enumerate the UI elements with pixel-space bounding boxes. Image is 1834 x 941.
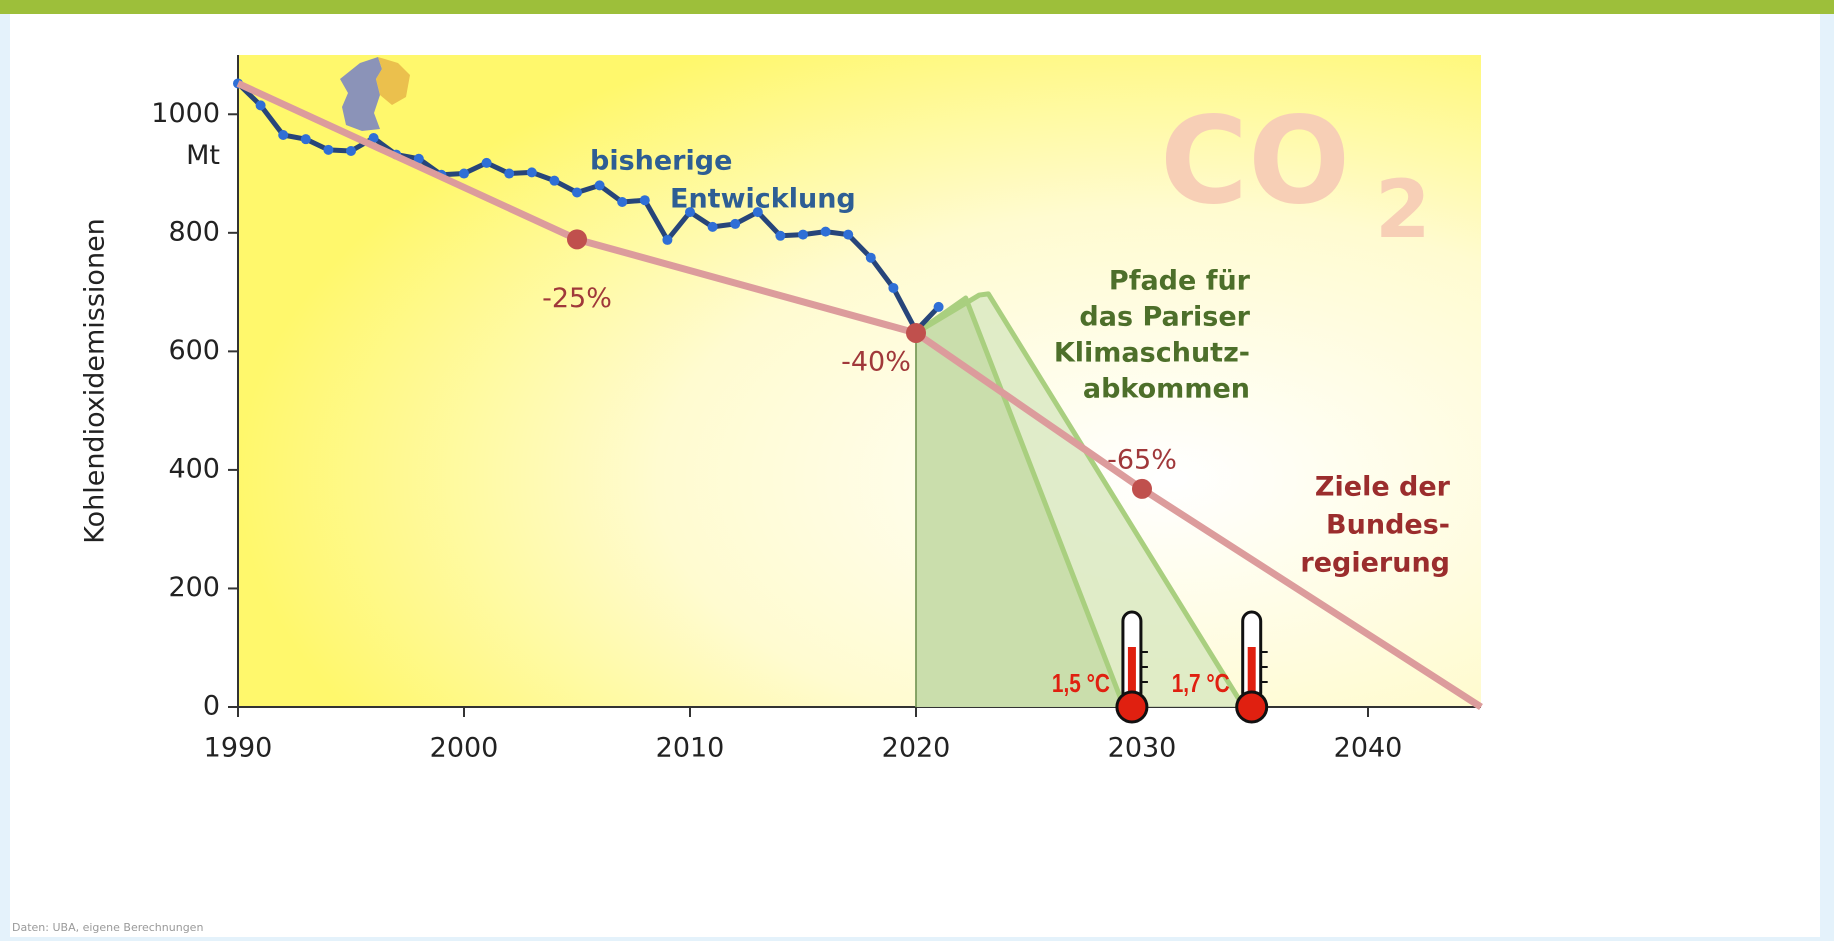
series-marker	[323, 144, 334, 155]
y-tick-label: 1000	[151, 98, 220, 129]
series-label: Ziele der	[1315, 472, 1451, 503]
series-marker	[255, 100, 266, 111]
watermark-sub: 2	[1375, 163, 1431, 256]
x-tick-label: 2010	[656, 733, 725, 764]
path-line	[914, 291, 1246, 709]
germany-icon	[340, 57, 410, 131]
reduction-label: -40%	[841, 346, 911, 377]
path-label: 1,7 °C	[1172, 669, 1230, 698]
plot-area	[238, 55, 1481, 707]
reduction-label: -25%	[542, 283, 612, 314]
path-group-label: Pfade für	[1109, 266, 1251, 297]
path-group-label: Klimaschutz-	[1054, 338, 1250, 369]
series-label: bisherige	[590, 146, 732, 177]
y-tick-label: 800	[168, 216, 220, 247]
series-marker	[730, 218, 741, 229]
series-marker	[278, 130, 289, 141]
series-marker	[775, 230, 786, 241]
x-tick-label: 2040	[1334, 733, 1403, 764]
x-tick-label: 2020	[882, 733, 951, 764]
x-tick-label: 1990	[204, 733, 273, 764]
reduction-label: -65%	[1107, 444, 1177, 475]
series-marker	[662, 234, 673, 245]
source: Daten: UBA, eigene Berechnungen	[12, 921, 203, 934]
series-marker	[888, 282, 899, 293]
y-axis-label: Kohlendioxidemissionen	[80, 218, 111, 544]
thermometer-fill	[1127, 647, 1136, 707]
series-marker	[1132, 478, 1152, 499]
thermometer	[1115, 610, 1149, 724]
thermometer-bulb	[1235, 690, 1269, 724]
x-tick-label: 2000	[430, 733, 499, 764]
watermark: CO	[1160, 93, 1350, 232]
series-marker	[798, 229, 808, 240]
series-label: Entwicklung	[670, 184, 856, 215]
series-marker	[820, 226, 831, 237]
y-tick-label: 400	[168, 453, 220, 484]
series-marker	[504, 168, 515, 179]
series-marker	[459, 168, 469, 179]
path-group-label: das Pariser	[1079, 302, 1250, 333]
x-tick-label: 2030	[1108, 733, 1177, 764]
path-group-label: abkommen	[1083, 374, 1250, 405]
series-marker	[906, 322, 926, 343]
thermometer-bulb	[1115, 690, 1149, 724]
series-marker	[368, 132, 379, 143]
series-marker	[572, 187, 582, 198]
unit-label: Mt	[186, 140, 220, 171]
series-marker	[413, 153, 424, 164]
series-marker	[526, 167, 537, 178]
y-tick-label: 0	[203, 691, 220, 722]
top-bar	[0, 0, 1834, 14]
thermometer	[1235, 610, 1269, 724]
y-tick-label: 200	[168, 572, 220, 603]
series-label: regierung	[1300, 548, 1450, 579]
series-marker	[346, 146, 356, 157]
series-marker	[707, 221, 718, 232]
series-marker	[639, 195, 650, 206]
series-marker	[685, 207, 695, 218]
series-marker	[481, 157, 492, 168]
series-marker	[865, 252, 876, 263]
series-marker	[300, 134, 311, 145]
series-label: Bundes-	[1326, 510, 1450, 541]
series-marker	[549, 175, 560, 186]
path-label: 1,5 °C	[1052, 669, 1110, 698]
series-marker	[752, 207, 763, 218]
y-tick-label: 600	[168, 335, 220, 366]
series-marker	[617, 196, 628, 207]
path-area	[916, 298, 1124, 707]
series-marker	[594, 180, 605, 191]
series-marker	[567, 229, 587, 250]
series-marker	[843, 229, 854, 240]
thermometer-fill	[1247, 647, 1256, 707]
series-marker	[933, 301, 944, 312]
